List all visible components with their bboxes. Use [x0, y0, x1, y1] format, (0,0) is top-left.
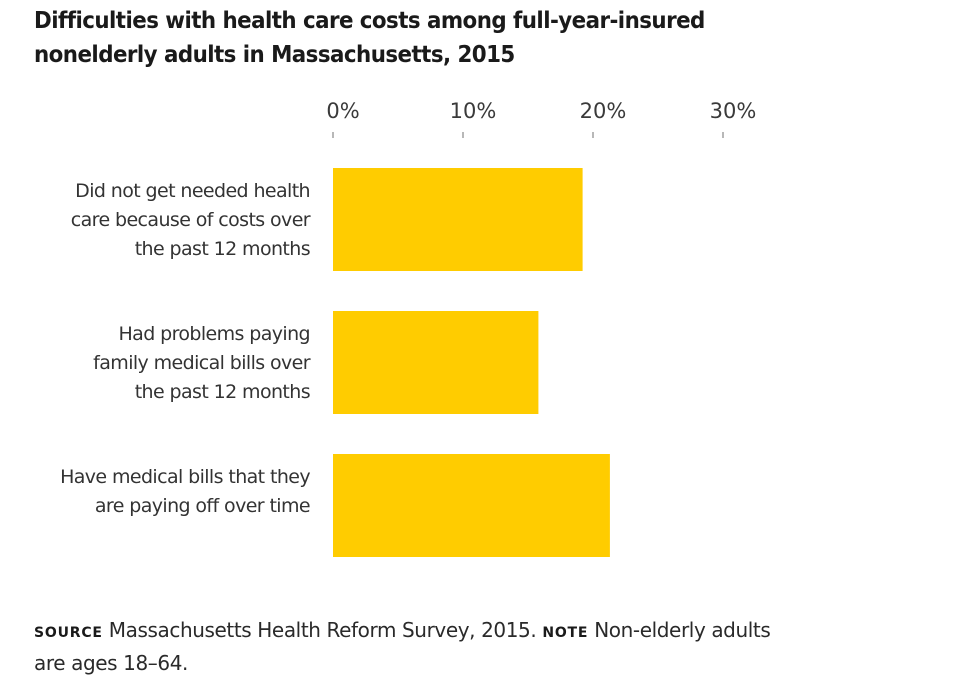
x-tick-label: 20%	[580, 99, 627, 123]
category-label: the past 12 months	[135, 238, 310, 260]
source-label: Source	[34, 625, 103, 641]
chart-footer: Source Massachusetts Health Reform Surve…	[34, 615, 794, 678]
category-label: the past 12 months	[135, 381, 310, 403]
chart-title: Difficulties with health care costs amon…	[34, 4, 741, 72]
category-label: Did not get needed health	[75, 180, 310, 202]
category-label: are paying off over time	[95, 495, 310, 517]
x-axis: 0% 10% 20% 30%	[326, 99, 756, 138]
x-tick-label: 0%	[326, 99, 359, 123]
bars	[333, 168, 610, 557]
category-label: care because of costs over	[71, 209, 311, 231]
source-text: Massachusetts Health Reform Survey, 2015…	[102, 618, 543, 642]
category-label: Had problems paying	[118, 323, 310, 345]
x-tick-label: 10%	[450, 99, 497, 123]
note-label: Note	[542, 625, 589, 641]
bar-chart: 0% 10% 20% 30% Did not get needed health car…	[60, 99, 756, 557]
bar	[333, 454, 610, 557]
category-labels: Did not get needed health care because of…	[60, 180, 311, 517]
note-text: Non-elderly adults are ages 18–64.	[34, 618, 771, 675]
bar	[333, 311, 539, 414]
chart-title-line-2: nonelderly adults in Massachusetts, 2015	[34, 42, 515, 68]
category-label: family medical bills over	[93, 352, 311, 374]
chart-title-line-1: Difficulties with health care costs amon…	[34, 8, 705, 34]
bar	[333, 168, 583, 271]
x-tick-label: 30%	[710, 99, 757, 123]
category-label: Have medical bills that they	[60, 466, 310, 488]
